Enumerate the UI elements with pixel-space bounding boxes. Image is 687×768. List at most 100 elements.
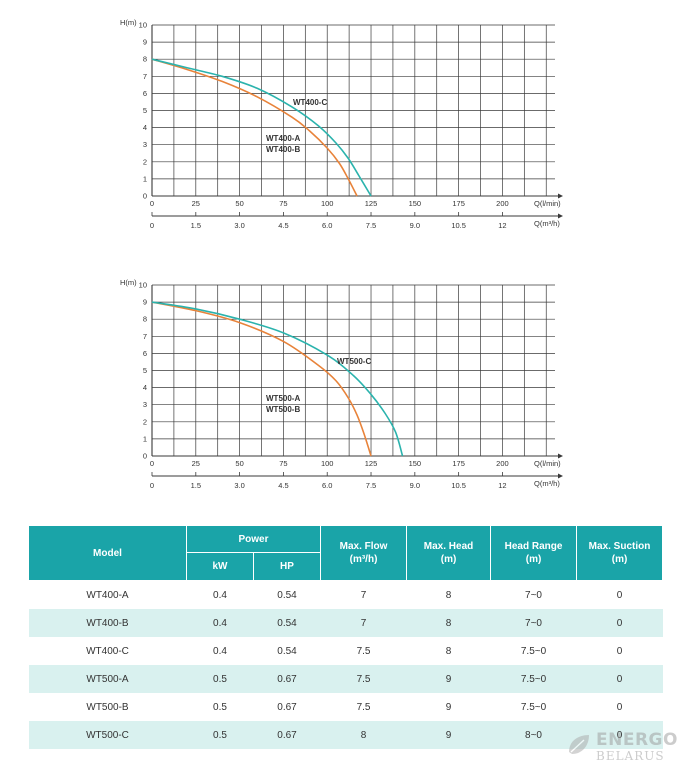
cell-range: 7~0 [490, 609, 577, 637]
x2-axis-arrow [558, 473, 563, 479]
y-tick-label: 0 [143, 452, 147, 461]
chart-curves [151, 301, 404, 457]
y-tick-label: 7 [143, 332, 147, 341]
y-tick-label: 6 [143, 89, 147, 98]
cell-suction: 0 [576, 580, 663, 609]
y-tick-label: 9 [143, 298, 147, 307]
y-tick-label: 8 [143, 315, 147, 324]
cell-hp: 0.54 [253, 637, 321, 665]
x2-axis-label: Q(m³/h) [534, 219, 560, 228]
watermark-line1: ENERGO [596, 730, 678, 750]
table-row: WT500-C 0.5 0.67 8 9 8~0 0 [28, 721, 663, 749]
cell-flow: 7 [320, 609, 407, 637]
x-axis-label: Q(l/min) [534, 459, 561, 468]
x2-tick-label: 0 [150, 221, 154, 230]
cell-hp: 0.67 [253, 693, 321, 721]
x-tick-label: 150 [409, 459, 422, 468]
cell-head: 9 [406, 693, 491, 721]
cell-suction: 0 [576, 721, 663, 749]
watermark-logo: ENERGO BELARUS [566, 730, 684, 766]
series-line-0 [151, 301, 372, 457]
y-tick-label: 5 [143, 106, 147, 115]
x-tick-label: 125 [365, 459, 378, 468]
y-tick-label: 7 [143, 72, 147, 81]
curve-label-wt500-b: WT500-B [266, 405, 300, 414]
cell-kw: 0.5 [186, 693, 254, 721]
y-tick-label: 1 [143, 174, 147, 183]
x-tick-label: 100 [321, 459, 334, 468]
table-row: WT500-A 0.5 0.67 7.5 9 7.5~0 0 [28, 665, 663, 693]
header-model: Model [28, 525, 187, 581]
x-tick-label: 200 [496, 199, 509, 208]
header-max-head-label: Max. Head [423, 541, 474, 552]
header-max-flow-unit: (m³/h) [349, 554, 378, 565]
cell-head: 9 [406, 721, 491, 749]
header-max-flow-label: Max. Flow [339, 541, 388, 552]
y-tick-label: 3 [143, 140, 147, 149]
header-max-suction-unit: (m) [611, 554, 628, 565]
table-row: WT400-C 0.4 0.54 7.5 8 7.5~0 0 [28, 637, 663, 665]
header-power: Power [185, 525, 322, 553]
header-max-flow: Max. Flow (m³/h) [320, 525, 408, 581]
curve-label-wt500-a: WT500-A [266, 394, 300, 403]
series-line-0 [151, 58, 358, 197]
curve-label-wt400-a: WT400-A [266, 134, 300, 143]
x-tick-label: 75 [279, 459, 287, 468]
cell-flow: 8 [320, 721, 407, 749]
curve-label-wt400-c: WT400-C [293, 98, 327, 107]
y-tick-label: 3 [143, 400, 147, 409]
x-tick-label: 25 [192, 459, 200, 468]
cell-range: 7~0 [490, 580, 577, 609]
curve-label-wt500-c: WT500-C [337, 357, 371, 366]
x2-tick-label: 7.5 [366, 481, 376, 490]
cell-kw: 0.4 [186, 637, 254, 665]
series-line-1 [151, 58, 372, 197]
table-row: WT500-B 0.5 0.67 7.5 9 7.5~0 0 [28, 693, 663, 721]
header-max-head-unit: (m) [440, 554, 457, 565]
x2-tick-label: 3.0 [234, 481, 244, 490]
cell-kw: 0.5 [186, 721, 254, 749]
x-tick-label: 175 [452, 459, 465, 468]
x-tick-label: 150 [409, 199, 422, 208]
x2-tick-label: 6.0 [322, 481, 332, 490]
cell-flow: 7.5 [320, 693, 407, 721]
curve-label-wt400-b: WT400-B [266, 145, 300, 154]
x-tick-label: 75 [279, 199, 287, 208]
cell-model: WT400-B [28, 609, 187, 637]
y-axis-label: H(m) [120, 18, 137, 27]
x-tick-label: 0 [150, 199, 154, 208]
cell-flow: 7.5 [320, 665, 407, 693]
x2-tick-label: 1.5 [191, 221, 201, 230]
cell-head: 8 [406, 637, 491, 665]
cell-flow: 7.5 [320, 637, 407, 665]
cell-model: WT500-B [28, 693, 187, 721]
cell-model: WT500-C [28, 721, 187, 749]
cell-range: 8~0 [490, 721, 577, 749]
cell-model: WT500-A [28, 665, 187, 693]
x2-tick-label: 6.0 [322, 221, 332, 230]
header-head-range-unit: (m) [525, 554, 542, 565]
y-tick-label: 4 [143, 123, 147, 132]
header-max-suction-label: Max. Suction [588, 541, 651, 552]
table-row: WT400-A 0.4 0.54 7 8 7~0 0 [28, 580, 663, 609]
chart-grid [151, 24, 563, 219]
y-tick-label: 10 [139, 281, 147, 290]
cell-hp: 0.67 [253, 721, 321, 749]
x2-tick-label: 4.5 [278, 221, 288, 230]
cell-model: WT400-C [28, 637, 187, 665]
x2-axis-label: Q(m³/h) [534, 479, 560, 488]
x2-tick-label: 10.5 [451, 481, 466, 490]
x2-tick-label: 1.5 [191, 481, 201, 490]
y-tick-label: 10 [139, 21, 147, 30]
cell-range: 7.5~0 [490, 665, 577, 693]
cell-suction: 0 [576, 693, 663, 721]
cell-hp: 0.54 [253, 580, 321, 609]
cell-range: 7.5~0 [490, 693, 577, 721]
cell-kw: 0.4 [186, 580, 254, 609]
x2-tick-label: 12 [498, 221, 506, 230]
cell-suction: 0 [576, 637, 663, 665]
y-axis-label: H(m) [120, 278, 137, 287]
